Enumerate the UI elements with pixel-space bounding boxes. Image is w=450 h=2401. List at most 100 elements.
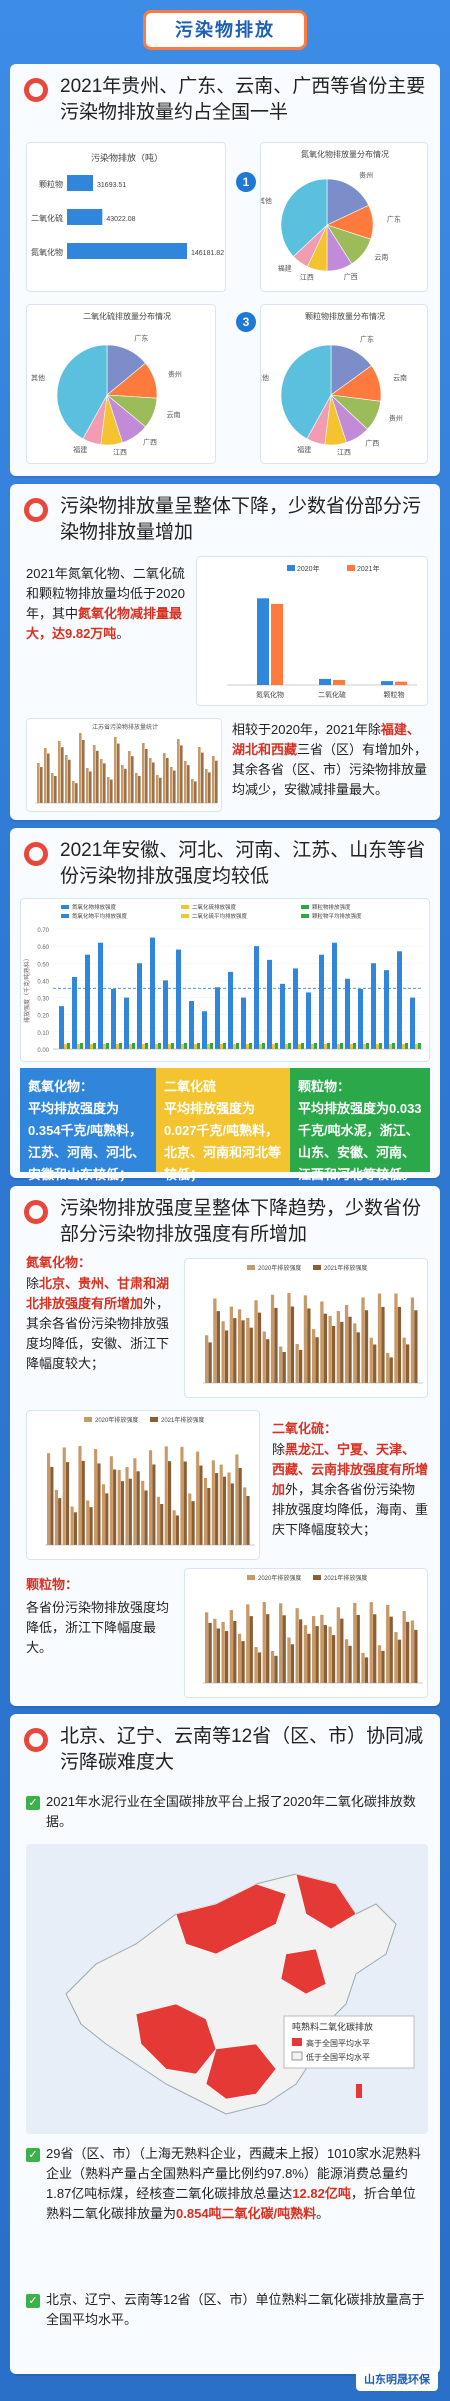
legend-swatch (61, 905, 69, 909)
pm-bar (93, 1043, 96, 1049)
so2-bar (64, 1044, 67, 1049)
trend-bar-2021 (348, 1645, 352, 1683)
pm-bar (418, 1043, 421, 1049)
trend-bar-2021 (257, 1652, 262, 1683)
nox-bar (72, 977, 77, 1049)
pm-bar (340, 1043, 343, 1049)
nox-text-b: 外，其余各省份污染物排放强度均降低，安徽、浙江下降幅度较大； (26, 1296, 170, 1371)
legend-swatch (150, 1417, 158, 1422)
trend-bar-2021 (389, 1357, 393, 1383)
grouped-bar (319, 678, 331, 685)
trend-bar-2021 (58, 1498, 62, 1545)
trend-bar-2021 (233, 1318, 237, 1383)
so2-highlight: 黑龙江、宁夏、天津、西藏、云南排放强度有所增加 (272, 1442, 429, 1497)
bar (67, 243, 187, 259)
trend-bar-2020 (149, 1450, 153, 1545)
pm-bar (288, 1043, 291, 1049)
side-highlight: 福建、湖北和西藏 (232, 722, 420, 757)
so2-bar (402, 1044, 405, 1049)
so2-text-a: 除 (272, 1442, 286, 1457)
pie-1-card: 氮氧化物排放量分布情况 贵州 广东 云南 广西 江西 福建 其他 (258, 142, 428, 292)
trend-bar-2021 (414, 1629, 418, 1683)
trend-bar-2021 (307, 1633, 311, 1683)
pm-bar (145, 1043, 148, 1049)
province-bar (121, 765, 124, 803)
province-chart-title: 江苏省污染物排放量统计 (92, 723, 158, 731)
nox-bar (410, 997, 415, 1049)
trend-bar-2020 (344, 1639, 349, 1683)
trend-bar-2021 (89, 1507, 93, 1545)
legend-label: 颗粒物平均排放强度 (312, 912, 362, 920)
legend-swatch (313, 1265, 321, 1270)
trend-bar-2020 (361, 1652, 365, 1683)
pm-label: 颗粒物： (26, 1577, 79, 1592)
trend-bar-2020 (243, 1487, 247, 1545)
trend-bar-2021 (414, 1310, 418, 1383)
trend-bar-2020 (369, 1602, 373, 1683)
bar-value-label: 31693.51 (97, 182, 126, 189)
province-bar (100, 759, 103, 803)
nox-bar (150, 937, 155, 1049)
province-bar (96, 750, 99, 803)
trend-bar-2021 (282, 1615, 286, 1683)
province-bar (187, 765, 190, 803)
legend-label: 二氧化硫平均排放强度 (192, 912, 248, 920)
trend-bar-2020 (303, 1625, 308, 1683)
legend-label: 2021年排放强度 (324, 1264, 367, 1272)
trend-bar-2020 (54, 1489, 58, 1545)
trend-bar-2020 (312, 1616, 316, 1683)
pie-slice-label: 云南 (167, 410, 181, 419)
trend-bar-2021 (405, 1621, 410, 1683)
trend-bar-2021 (191, 1501, 195, 1545)
nox-bar (293, 968, 298, 1049)
so2-bar (207, 1044, 210, 1049)
nox-bar (397, 951, 402, 1049)
trend-bar-2021 (249, 1616, 253, 1683)
legend-swatch (181, 914, 189, 918)
pie-slice (56, 344, 108, 440)
pm-bar (197, 1043, 200, 1049)
nox-bar (176, 949, 181, 1049)
province-bar (68, 759, 71, 803)
pm-trend-svg: 2020年排放强度 2021年排放强度 (203, 1574, 423, 1684)
trend-bar-2021 (199, 1465, 203, 1545)
legend-high-label: 高于全国平均水平 (306, 2038, 370, 2048)
section-2-side-text: 相较于2020年，2021年除福建、湖北和西藏三省（区）有增加外，其余各省（区、… (232, 720, 428, 800)
trend-bar-2021 (224, 1631, 229, 1683)
trend-bar-2021 (381, 1306, 385, 1383)
region-high (135, 2003, 217, 2075)
section-4-panel: 污染物排放强度呈整体下降趋势，少数省份部分污染物排放强度有所增加 氮氧化物： 除… (10, 1186, 440, 1706)
intro-end: 。 (116, 626, 130, 641)
so2-trend-text: 除黑龙江、宁夏、天津、西藏、云南排放强度有所增加外，其余各省份污染物排放强度均降… (272, 1440, 428, 1540)
pie-slice-label: 江西 (300, 274, 314, 282)
trend-bar-2020 (279, 1346, 283, 1383)
bar-value-label: 146181.82 (191, 250, 224, 257)
trend-bar-2021 (381, 1650, 385, 1683)
legend-swatch (301, 905, 309, 909)
trend-bar-2021 (323, 1313, 327, 1383)
province-bar (72, 781, 75, 803)
province-bar (145, 749, 148, 803)
so2-bar (415, 1044, 418, 1049)
region-high (205, 2043, 277, 2100)
pm-bar (132, 1043, 135, 1049)
pm-box-head: 颗粒物： (298, 1079, 351, 1094)
province-bar (117, 743, 120, 803)
pm-trend-chart: 2020年排放强度 2021年排放强度 (184, 1568, 428, 1698)
trend-bar-2020 (254, 1300, 258, 1383)
pie-slice-label: 贵州 (168, 369, 182, 378)
legend-swatch (181, 905, 189, 909)
trend-bar-2020 (353, 1602, 357, 1683)
trend-bar-2021 (230, 1483, 234, 1545)
trend-bar-2021 (160, 1504, 164, 1545)
so2-bar (155, 1044, 158, 1049)
trend-bar-2020 (213, 1298, 217, 1383)
trend-bar-2020 (196, 1451, 200, 1545)
trend-bar-2020 (262, 1602, 266, 1683)
pie-slice-label: 福建 (73, 445, 87, 454)
trend-bar-2021 (290, 1306, 295, 1383)
nox-trend-chart: 2020年排放强度 2021年排放强度 (184, 1258, 428, 1398)
intro-text: 2021年氮氧化物、二氧化硫和颗粒物排放量均低于2020年，其中 (26, 566, 185, 621)
